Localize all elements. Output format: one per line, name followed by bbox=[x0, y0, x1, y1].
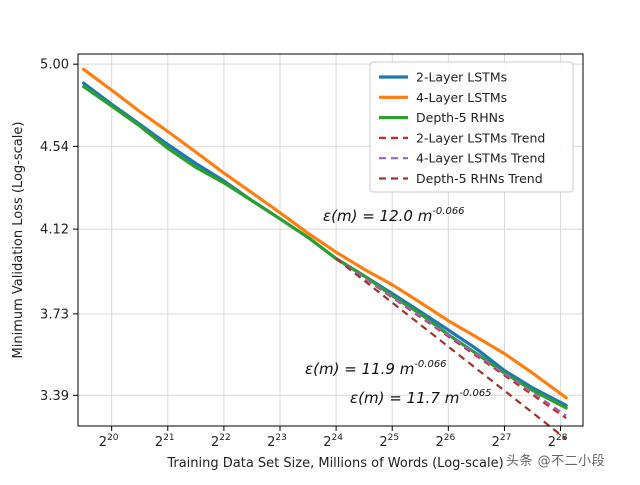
equation-text: ε(m) = 11.7 m bbox=[350, 389, 459, 407]
y-tick-label: 4.12 bbox=[40, 223, 69, 238]
x-tick-exponent: 26 bbox=[444, 433, 456, 443]
x-tick-label: 220 bbox=[99, 433, 119, 450]
y-tick-label: 3.73 bbox=[40, 307, 69, 322]
equation-text: ε(m) = 11.9 m bbox=[305, 360, 414, 378]
x-tick-label: 222 bbox=[211, 433, 231, 450]
legend-box bbox=[369, 61, 574, 193]
x-tick-exponent: 21 bbox=[163, 433, 174, 443]
y-tick-label: 3.39 bbox=[40, 389, 69, 404]
x-tick-label: 227 bbox=[492, 433, 512, 450]
legend-label: Depth-5 RHNs Trend bbox=[416, 171, 543, 186]
y-tick-label: 5.00 bbox=[40, 58, 69, 73]
x-tick-exponent: 27 bbox=[500, 433, 511, 443]
x-tick-base: 2 bbox=[379, 435, 387, 450]
x-tick-label: 228 bbox=[548, 433, 568, 450]
series-line-4-layer-lstms bbox=[81, 67, 568, 400]
trend-equation-annotation: ε(m) = 11.7 m-0.065 bbox=[350, 388, 492, 407]
x-tick-exponent: 23 bbox=[275, 433, 286, 443]
x-tick-label: 223 bbox=[267, 433, 287, 450]
x-tick-base: 2 bbox=[211, 435, 219, 450]
x-tick-exponent: 20 bbox=[107, 433, 119, 443]
legend-label: 2-Layer LSTMs bbox=[416, 70, 507, 85]
series-line-4-layer-lstms-trend bbox=[335, 257, 567, 417]
series-line-depth-5-rhns bbox=[81, 84, 568, 410]
plot-frame bbox=[77, 53, 584, 427]
trend-equation-annotation: ε(m) = 12.0 m-0.066 bbox=[323, 206, 465, 225]
x-tick-base: 2 bbox=[99, 435, 107, 450]
series-lines bbox=[81, 67, 568, 440]
equation-exponent: -0.066 bbox=[432, 206, 464, 217]
watermark-text: 头条 @不二小段 bbox=[506, 454, 606, 469]
legend-label: Depth-5 RHNs bbox=[416, 110, 504, 125]
legend-label: 2-Layer LSTMs Trend bbox=[416, 130, 545, 145]
x-tick-label: 224 bbox=[323, 433, 343, 450]
x-tick-exponent: 22 bbox=[219, 433, 230, 443]
x-tick-label: 225 bbox=[379, 433, 399, 450]
x-tick-base: 2 bbox=[267, 435, 275, 450]
x-tick-base: 2 bbox=[155, 435, 163, 450]
equation-exponent: -0.066 bbox=[414, 359, 446, 370]
x-tick-base: 2 bbox=[435, 435, 443, 450]
x-tick-exponent: 24 bbox=[332, 433, 344, 443]
x-axis-label: Training Data Set Size, Millions of Word… bbox=[166, 456, 503, 471]
equation-exponent: -0.065 bbox=[459, 388, 491, 399]
equation-text: ε(m) = 12.0 m bbox=[323, 207, 432, 225]
legend-label: 4-Layer LSTMs Trend bbox=[416, 151, 545, 166]
x-tick-base: 2 bbox=[492, 435, 500, 450]
x-tick-exponent: 25 bbox=[388, 433, 399, 443]
trend-equation-annotation: ε(m) = 11.9 m-0.066 bbox=[305, 359, 447, 378]
x-tick-label: 226 bbox=[435, 433, 455, 450]
series-line-depth-5-rhns-trend bbox=[335, 257, 567, 440]
x-tick-exponent: 28 bbox=[556, 433, 568, 443]
x-tick-label: 221 bbox=[155, 433, 175, 450]
legend: 2-Layer LSTMs 4-Layer LSTMs Depth-5 RHNs 2-… bbox=[369, 61, 574, 193]
x-tick-base: 2 bbox=[323, 435, 331, 450]
x-tick-base: 2 bbox=[548, 435, 556, 450]
y-tick-label: 4.54 bbox=[40, 140, 69, 155]
y-axis-label: Minimum Validation Loss (Log-scale) bbox=[11, 122, 26, 359]
legend-label: 4-Layer LSTMs bbox=[416, 90, 507, 105]
axis-ticks: 220 221 222 223 224 225 226 227 2285.004.544.123… bbox=[40, 58, 568, 450]
series-line-2-layer-lstms-trend bbox=[335, 257, 567, 420]
